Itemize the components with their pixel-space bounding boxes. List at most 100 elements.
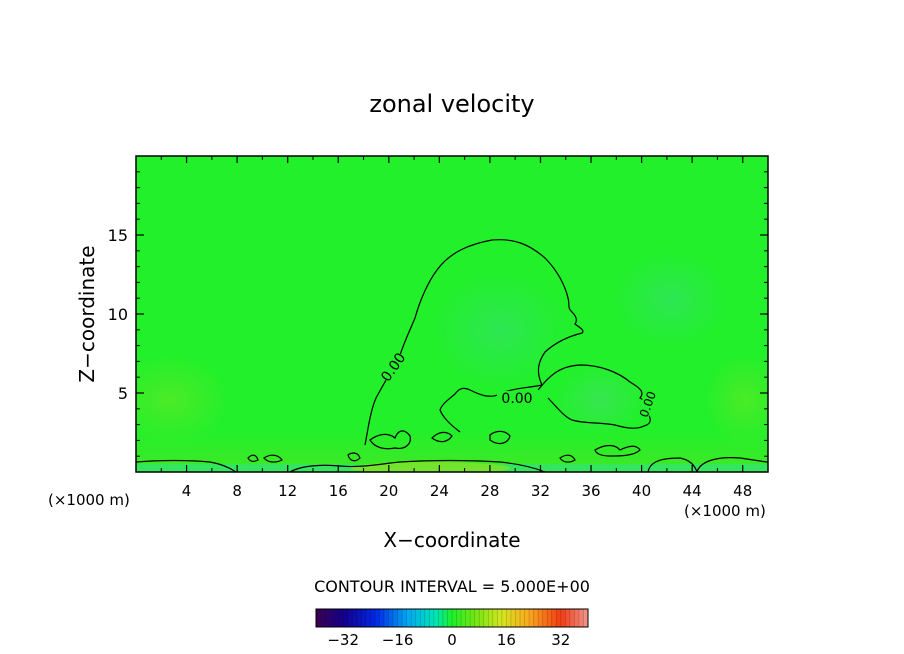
x-unit-right: (×1000 m): [684, 502, 766, 520]
colorbar-cell: [501, 609, 507, 627]
contour-surface-left: [136, 459, 237, 472]
colorbar-cell: [388, 609, 394, 627]
colorbar-cell: [465, 609, 471, 627]
colorbar-cell: [338, 609, 344, 627]
field-region-left: [136, 355, 230, 445]
x-tick-label: 8: [232, 482, 242, 500]
x-axis-ticks: 4 8 12 16 20 24 28 32 36 40 44 48: [160, 156, 752, 500]
colorbar-cell: [320, 609, 326, 627]
colorbar-cell: [529, 609, 534, 627]
contour-blob-6: [263, 454, 283, 463]
y-tick-label: 5: [118, 384, 128, 403]
colorbar-cell: [325, 609, 330, 627]
colorbar-cell: [506, 609, 512, 627]
contour-blob-4: [594, 444, 641, 457]
field-region-right-edge: [705, 355, 768, 445]
x-tick-label: 20: [379, 482, 398, 500]
colorbar-cell: [352, 609, 358, 627]
x-tick-label: 12: [278, 482, 297, 500]
colorbar-cell: [556, 609, 562, 627]
colorbar-cell: [492, 609, 498, 627]
contour-blob-7: [347, 452, 361, 462]
x-tick-label: 44: [683, 482, 702, 500]
colorbar-cell: [456, 609, 462, 627]
colorbar-cell: [347, 609, 353, 627]
colorbar-cell: [406, 609, 412, 627]
colorbar-cell: [442, 609, 448, 627]
colorbar-cell: [356, 609, 362, 627]
contour-blob-3: [489, 430, 511, 445]
contour-surface-right: [647, 457, 768, 472]
colorbar-cell: [402, 609, 407, 627]
x-tick-label: 4: [182, 482, 192, 500]
colorbar-cell: [374, 609, 380, 627]
x-tick-label: 40: [632, 482, 651, 500]
colorbar-cell: [452, 609, 457, 627]
colorbar-frame: [315, 608, 589, 628]
x-axis-label: X−coordinate: [383, 528, 520, 552]
x-tick-label: 36: [581, 482, 600, 500]
colorbar-cell: [583, 609, 589, 627]
heatmap-field: [136, 156, 768, 472]
colorbar-cell: [411, 609, 417, 627]
x-tick-label: 48: [733, 482, 752, 500]
y-axis-label: Z−coordinate: [75, 245, 99, 382]
contour-blob-1: [369, 430, 411, 450]
contour-blob-5: [247, 454, 259, 462]
colorbar-tick-label: −32: [327, 631, 359, 649]
x-unit-left: (×1000 m): [48, 491, 130, 509]
x-tick-label: 16: [329, 482, 348, 500]
colorbar-cell: [461, 609, 466, 627]
colorbar-cell: [547, 609, 553, 627]
contour-label-group: 0.00 0.00 0.00: [378, 350, 659, 421]
x-tick-label: 28: [480, 482, 499, 500]
y-axis-ticks: 5 10 15: [108, 171, 768, 457]
y-tick-label: 15: [108, 226, 128, 245]
colorbar-cell: [538, 609, 543, 627]
field-region-surface-positive: [350, 462, 510, 472]
colorbar-tick-labels: −32 −16 0 16 32: [327, 631, 570, 649]
colorbar-cell: [510, 609, 516, 627]
contour-blob-8: [559, 454, 576, 463]
colorbar-tick-label: −16: [382, 631, 414, 649]
x-tick-label: 24: [430, 482, 449, 500]
chart-title: zonal velocity: [369, 90, 534, 118]
colorbar-cell: [433, 609, 439, 627]
colorbar-cell: [524, 609, 530, 627]
colorbar-cell: [424, 609, 430, 627]
colorbar-cell: [438, 609, 444, 627]
colorbar-cell: [420, 609, 426, 627]
colorbar-cell: [447, 609, 453, 627]
colorbar-cell: [479, 609, 485, 627]
colorbar-cell: [397, 609, 403, 627]
contour-label-2: 0.00: [501, 391, 532, 407]
colorbar-cell: [574, 609, 580, 627]
colorbar-cell: [542, 609, 548, 627]
colorbar-cell: [569, 609, 575, 627]
colorbar-cell: [316, 609, 321, 627]
contour-zero-main: [364, 239, 584, 446]
colorbar-cell: [578, 609, 584, 627]
colorbar-tick-label: 16: [497, 631, 516, 649]
colorbar: [315, 608, 589, 628]
colorbar-cell: [415, 609, 421, 627]
colorbar-cell: [551, 609, 557, 627]
colorbar-cell: [379, 609, 385, 627]
colorbar-cell: [520, 609, 525, 627]
colorbar-cell: [515, 609, 521, 627]
colorbar-tick-label: 0: [447, 631, 457, 649]
contour-surface-mid: [289, 459, 546, 472]
colorbar-cell: [474, 609, 480, 627]
colorbar-cell: [361, 609, 367, 627]
colorbar-cell: [483, 609, 489, 627]
colorbar-cell: [370, 609, 376, 627]
contour-blob-2: [431, 431, 453, 443]
x-tick-label: 32: [531, 482, 550, 500]
field-region-negative-center: [430, 270, 570, 390]
field-region-negative-right: [555, 365, 645, 435]
colorbar-cell: [329, 609, 335, 627]
colorbar-cell: [343, 609, 349, 627]
colorbar-cell: [429, 609, 435, 627]
y-tick-label: 10: [108, 305, 128, 324]
